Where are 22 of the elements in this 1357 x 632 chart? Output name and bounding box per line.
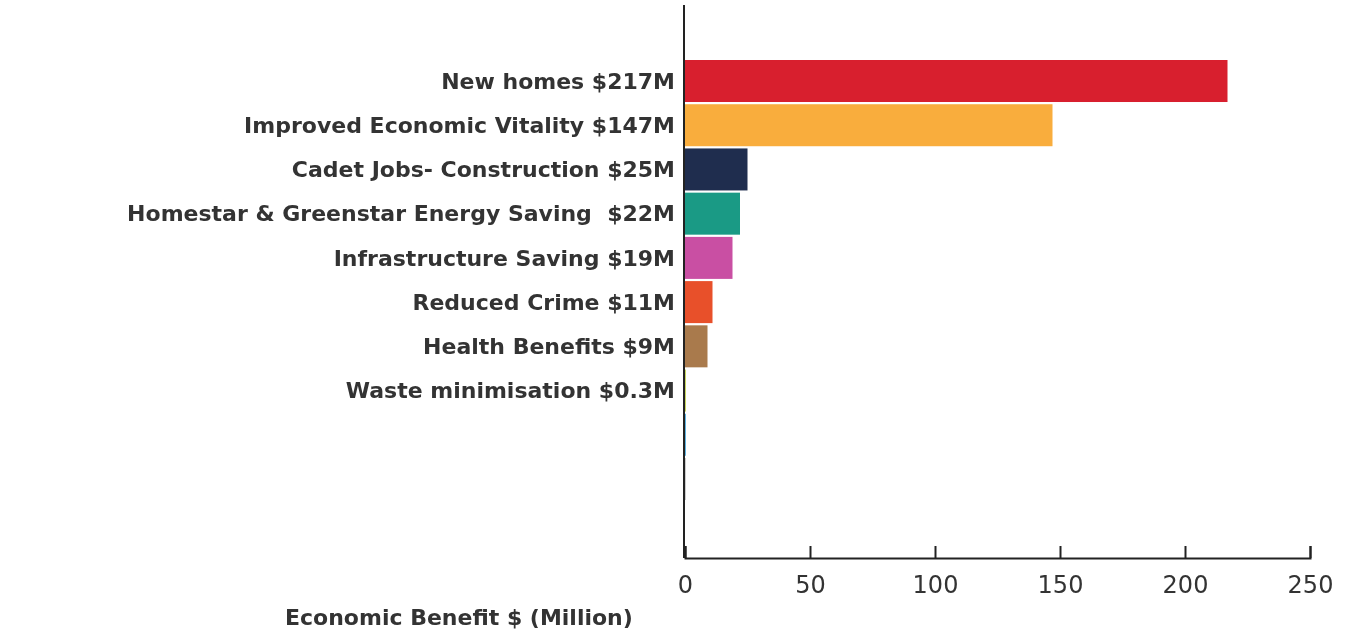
y-tick-label: Cadet Jobs- Construction $25M bbox=[291, 157, 675, 183]
x-tick-label: 250 bbox=[1287, 571, 1334, 600]
y-tick-label: Improved Economic Vitality $147M bbox=[244, 112, 675, 138]
bar bbox=[685, 148, 748, 191]
bar bbox=[685, 325, 708, 368]
x-tick-label: 100 bbox=[912, 571, 959, 600]
x-tick-label: 0 bbox=[677, 571, 694, 600]
y-tick-label: New homes $217M bbox=[441, 68, 675, 94]
bar bbox=[685, 192, 740, 235]
y-tick-label: Infrastructure Saving $19M bbox=[333, 245, 675, 271]
y-tick-label: Waste minimisation $0.3M bbox=[345, 378, 675, 404]
y-tick-label: Homestar & Greenstar Energy Saving $22M bbox=[127, 201, 675, 227]
x-tick-label: 200 bbox=[1162, 571, 1209, 600]
bar bbox=[685, 60, 1228, 103]
bar bbox=[685, 236, 733, 279]
x-tick-label: 150 bbox=[1037, 571, 1084, 600]
bar bbox=[685, 104, 1053, 147]
y-tick-label: Reduced Crime $11M bbox=[412, 289, 675, 315]
y-tick-label: Health Benefits $9M bbox=[423, 334, 675, 360]
x-axis-title: Economic Benefit $ (Million) bbox=[285, 605, 633, 630]
bar bbox=[685, 281, 713, 324]
x-tick-label: 50 bbox=[795, 571, 826, 600]
